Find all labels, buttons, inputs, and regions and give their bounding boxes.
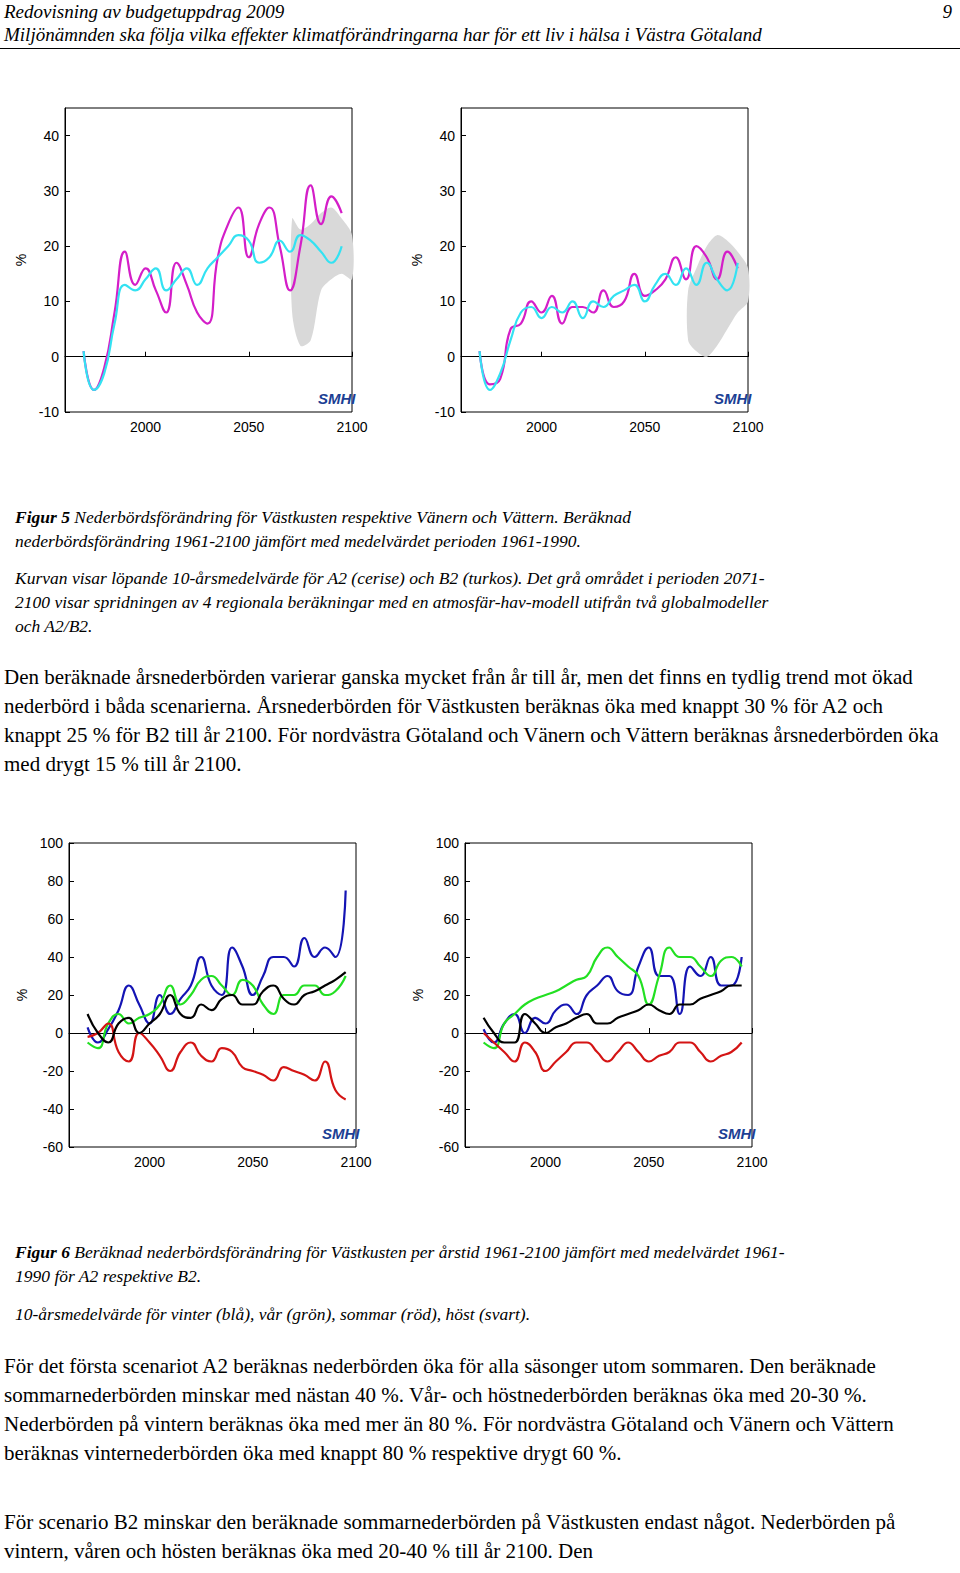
html-text:Figur 5 Nederbördsförändring f: Figur 5 Nederbördsförändring för Västkus… (15, 507, 631, 551)
html-text:Kurvan visar löpande 10-årsmed: Kurvan visar löpande 10-årsmedelvärde fö… (15, 568, 769, 636)
svg-text:2050: 2050 (629, 419, 660, 435)
svg-text:20: 20 (47, 987, 63, 1003)
html-text:10-årsmedelvärde för vinter (b: 10-årsmedelvärde för vinter (blå), vår (… (15, 1304, 530, 1324)
svg-text:0: 0 (447, 349, 455, 365)
html-text:Den beräknade årsnederbörden v: Den beräknade årsnederbörden varierar ga… (4, 665, 939, 776)
svg-text:40: 40 (47, 949, 63, 965)
svg-text:SMHI: SMHI (714, 390, 752, 407)
svg-text:40: 40 (439, 128, 455, 144)
svg-text:%: % (410, 989, 426, 1001)
svg-text:2100: 2100 (736, 1154, 767, 1170)
svg-text:20: 20 (43, 238, 59, 254)
svg-text:2100: 2100 (732, 419, 763, 435)
html-text:Miljönämnden ska följa vilka e: Miljönämnden ska följa vilka effekter kl… (4, 24, 762, 45)
svg-text:-20: -20 (439, 1063, 459, 1079)
html-text:Redovisning av budgetuppdrag 2: Redovisning av budgetuppdrag 2009 (4, 1, 285, 22)
svg-text:30: 30 (43, 183, 59, 199)
html-text:Figur 6 Beräknad nederbördsför: Figur 6 Beräknad nederbördsförändring fö… (15, 1242, 785, 1286)
svg-text:%: % (14, 989, 30, 1001)
svg-text:SMHI: SMHI (318, 390, 356, 407)
html-text:För det första scenariot A2 be: För det första scenariot A2 beräknas ned… (4, 1354, 894, 1465)
svg-text:-60: -60 (439, 1139, 459, 1155)
svg-text:-60: -60 (43, 1139, 63, 1155)
svg-text:10: 10 (439, 293, 455, 309)
svg-text:%: % (409, 254, 425, 266)
svg-text:2100: 2100 (336, 419, 367, 435)
svg-text:0: 0 (55, 1025, 63, 1041)
svg-text:60: 60 (47, 911, 63, 927)
svg-text:80: 80 (443, 873, 459, 889)
svg-text:40: 40 (43, 128, 59, 144)
svg-text:0: 0 (51, 349, 59, 365)
svg-text:-20: -20 (43, 1063, 63, 1079)
svg-text:10: 10 (43, 293, 59, 309)
svg-text:-10: -10 (39, 404, 59, 420)
svg-text:60: 60 (443, 911, 459, 927)
svg-text:-10: -10 (435, 404, 455, 420)
svg-text:-40: -40 (43, 1101, 63, 1117)
svg-text:-40: -40 (439, 1101, 459, 1117)
svg-text:2050: 2050 (237, 1154, 268, 1170)
svg-text:40: 40 (443, 949, 459, 965)
svg-text:20: 20 (439, 238, 455, 254)
svg-text:%: % (13, 254, 29, 266)
svg-text:2050: 2050 (633, 1154, 664, 1170)
svg-text:30: 30 (439, 183, 455, 199)
svg-text:2050: 2050 (233, 419, 264, 435)
svg-text:2100: 2100 (340, 1154, 371, 1170)
html-text:9: 9 (942, 1, 952, 22)
svg-text:SMHI: SMHI (718, 1125, 756, 1142)
svg-text:20: 20 (443, 987, 459, 1003)
svg-text:2000: 2000 (134, 1154, 165, 1170)
html-text:För scenario B2 minskar den be: För scenario B2 minskar den beräknade so… (4, 1510, 896, 1563)
svg-text:2000: 2000 (130, 419, 161, 435)
svg-text:100: 100 (436, 835, 460, 851)
svg-text:2000: 2000 (530, 1154, 561, 1170)
svg-text:SMHI: SMHI (322, 1125, 360, 1142)
svg-text:0: 0 (451, 1025, 459, 1041)
svg-text:100: 100 (40, 835, 64, 851)
svg-text:2000: 2000 (526, 419, 557, 435)
svg-text:80: 80 (47, 873, 63, 889)
